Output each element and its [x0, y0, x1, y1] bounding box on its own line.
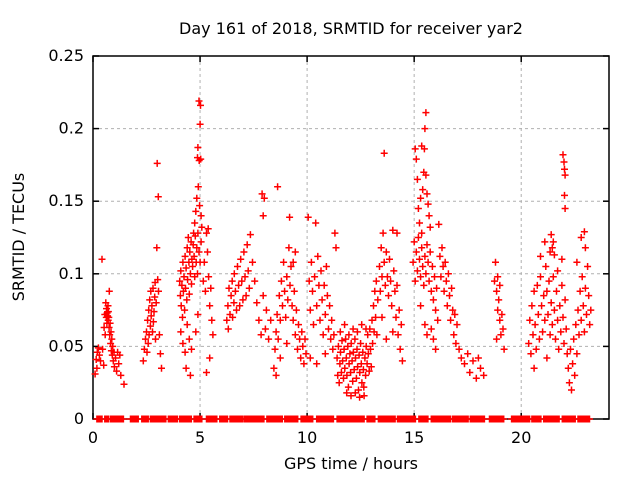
y-axis-label: SRMTID / TECUs	[9, 173, 28, 302]
zero-band-markers	[93, 415, 593, 423]
x-tick-label: 5	[195, 428, 205, 447]
x-tick-label: 15	[404, 428, 424, 447]
y-tick-label: 0.05	[48, 336, 84, 355]
y-tick-label: 0.2	[59, 119, 84, 138]
y-tick-label: 0.25	[48, 46, 84, 65]
y-tick-label: 0.15	[48, 191, 84, 210]
tick-labels: 0 5 10 15 20 0 0.05 0.1 0.15 0.2 0.25	[48, 46, 531, 447]
zero-line-data-points	[93, 415, 593, 423]
chart-title: Day 161 of 2018, SRMTID for receiver yar…	[179, 19, 523, 38]
x-tick-label: 20	[511, 428, 531, 447]
scatter-markers	[91, 97, 595, 401]
scatter-data-points	[91, 97, 595, 401]
y-tick-label: 0.1	[59, 264, 84, 283]
y-tick-label: 0	[74, 409, 84, 428]
x-tick-label: 10	[297, 428, 317, 447]
x-axis-label: GPS time / hours	[284, 454, 418, 473]
x-tick-label: 0	[88, 428, 98, 447]
